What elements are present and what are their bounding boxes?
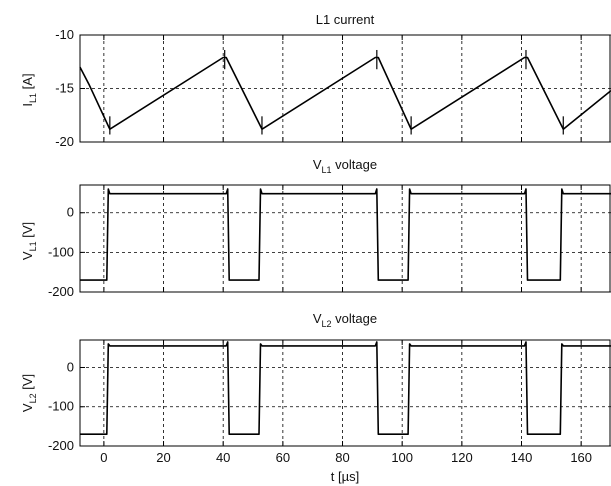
y-tick-label: -100 — [48, 399, 74, 414]
panel-2-ylabel-main: V — [20, 251, 35, 260]
panel-2-grid — [80, 185, 611, 293]
panel-2-title-sub: L1 — [322, 165, 332, 175]
panel-1-grid — [80, 34, 611, 143]
panel-1-series — [79, 49, 611, 135]
panel-2-frame — [79, 184, 611, 293]
panel-3-ticks: 0 -100 -200 — [48, 340, 582, 453]
panel-1-frame — [79, 34, 611, 143]
signal-trace — [80, 341, 611, 436]
signal-trace — [79, 56, 611, 130]
x-tick-label: 0 — [100, 450, 107, 465]
panel-1-ylabel-sub: L1 — [28, 93, 38, 103]
panel-3-title: VL2 voltage — [313, 311, 377, 329]
panel-2-ylabel-unit: [V] — [20, 222, 35, 242]
x-axis-ticks: 0 20 40 60 80 100 120 140 160 — [100, 450, 592, 465]
panel-3-title-main: V — [313, 311, 322, 326]
panel-3-ylabel: VL2 [V] — [20, 374, 38, 412]
panel-3-title-rest: voltage — [332, 311, 378, 326]
x-tick-label: 120 — [451, 450, 473, 465]
x-tick-label: 40 — [216, 450, 230, 465]
y-tick-label: -200 — [48, 284, 74, 299]
panel-vl2-voltage: VL2 voltage VL2 [V] 0-100-200 0 20 40 60 80 1… — [20, 311, 611, 484]
panel-3-series — [80, 341, 611, 436]
panel-3-ylabel-main: V — [20, 403, 35, 412]
y-tick-label: -15 — [55, 81, 74, 96]
panel-3-ylabel-sub: L2 — [28, 393, 38, 403]
x-tick-label: 140 — [511, 450, 533, 465]
y-tick-label: -20 — [55, 134, 74, 149]
panel-1-ylabel-main: I — [20, 103, 35, 107]
x-tick-label: 20 — [156, 450, 170, 465]
panel-l1-current: L1 current IL1 [A] -10 -15 -20 — [20, 12, 611, 149]
panel-3-ylabel-unit: [V] — [20, 374, 35, 394]
panel-1-ylabel: IL1 [A] — [20, 73, 38, 106]
x-tick-label: 60 — [276, 450, 290, 465]
x-tick-label: 80 — [335, 450, 349, 465]
panel-3-grid — [80, 340, 611, 447]
panel-2-series — [80, 188, 611, 281]
signal-trace — [80, 188, 611, 281]
panel-2-title: VL1 voltage — [313, 157, 377, 175]
panel-2-ticks: 0 -100 -200 — [48, 185, 582, 299]
panel-3-frame — [79, 339, 611, 447]
y-tick-label: -100 — [48, 244, 74, 259]
panel-2-title-main: V — [313, 157, 322, 172]
panel-2-title-rest: voltage — [332, 157, 378, 172]
y-tick-label: -200 — [48, 438, 74, 453]
panel-1-ylabel-unit: [A] — [20, 73, 35, 93]
x-tick-label: 100 — [391, 450, 413, 465]
panel-1-title: L1 current — [316, 12, 375, 27]
panel-3-title-sub: L2 — [322, 319, 332, 329]
y-tick-label: 0 — [67, 205, 74, 220]
x-tick-label: 160 — [570, 450, 592, 465]
panel-2-ylabel: VL1 [V] — [20, 222, 38, 260]
panel-vl1-voltage: VL1 voltage VL1 [V] 0-100-200 — [20, 157, 611, 299]
panel-1-ticks: -10 -15 -20 — [55, 27, 582, 149]
x-axis-label: t [µs] — [331, 469, 359, 484]
panel-2-ylabel-sub: L1 — [28, 241, 38, 251]
y-tick-label: 0 — [67, 359, 74, 374]
y-tick-label: -10 — [55, 27, 74, 42]
